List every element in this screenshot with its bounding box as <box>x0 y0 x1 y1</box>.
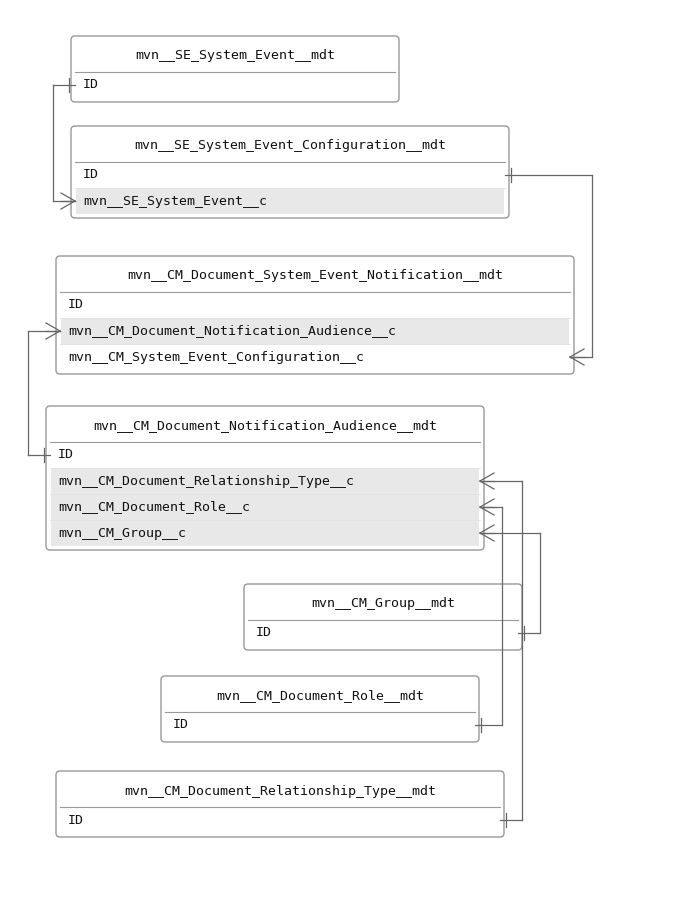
Text: ID: ID <box>58 449 74 461</box>
FancyBboxPatch shape <box>244 584 522 650</box>
Bar <box>61 318 569 343</box>
Text: mvn__SE_System_Event__c: mvn__SE_System_Event__c <box>83 194 267 208</box>
Text: ID: ID <box>68 298 84 311</box>
Text: mvn__CM_System_Event_Configuration__c: mvn__CM_System_Event_Configuration__c <box>68 351 364 363</box>
Text: mvn__CM_Document_System_Event_Notification__mdt: mvn__CM_Document_System_Event_Notificati… <box>127 270 503 282</box>
Text: ID: ID <box>83 78 99 92</box>
Text: mvn__CM_Document_Role__mdt: mvn__CM_Document_Role__mdt <box>216 690 424 702</box>
Text: ID: ID <box>68 814 84 826</box>
Bar <box>51 494 479 520</box>
Text: mvn__CM_Document_Relationship_Type__mdt: mvn__CM_Document_Relationship_Type__mdt <box>124 785 436 797</box>
Bar <box>76 189 504 213</box>
FancyBboxPatch shape <box>71 36 399 102</box>
Bar <box>51 468 479 494</box>
Text: ID: ID <box>173 718 189 732</box>
FancyBboxPatch shape <box>46 406 484 550</box>
Text: ID: ID <box>83 168 99 182</box>
FancyBboxPatch shape <box>161 676 479 742</box>
Text: ID: ID <box>256 627 272 639</box>
Text: mvn__CM_Document_Role__c: mvn__CM_Document_Role__c <box>58 501 250 513</box>
Text: mvn__CM_Group__mdt: mvn__CM_Group__mdt <box>311 598 455 610</box>
Text: mvn__CM_Document_Notification_Audience__mdt: mvn__CM_Document_Notification_Audience__… <box>93 420 437 432</box>
Text: mvn__CM_Document_Relationship_Type__c: mvn__CM_Document_Relationship_Type__c <box>58 475 354 487</box>
FancyBboxPatch shape <box>56 256 574 374</box>
Bar <box>51 521 479 546</box>
FancyBboxPatch shape <box>71 126 509 218</box>
Text: mvn__CM_Document_Notification_Audience__c: mvn__CM_Document_Notification_Audience__… <box>68 325 396 337</box>
Text: mvn__SE_System_Event__mdt: mvn__SE_System_Event__mdt <box>135 49 335 63</box>
Text: mvn__SE_System_Event_Configuration__mdt: mvn__SE_System_Event_Configuration__mdt <box>134 139 446 153</box>
Text: mvn__CM_Group__c: mvn__CM_Group__c <box>58 527 186 539</box>
FancyBboxPatch shape <box>56 771 504 837</box>
